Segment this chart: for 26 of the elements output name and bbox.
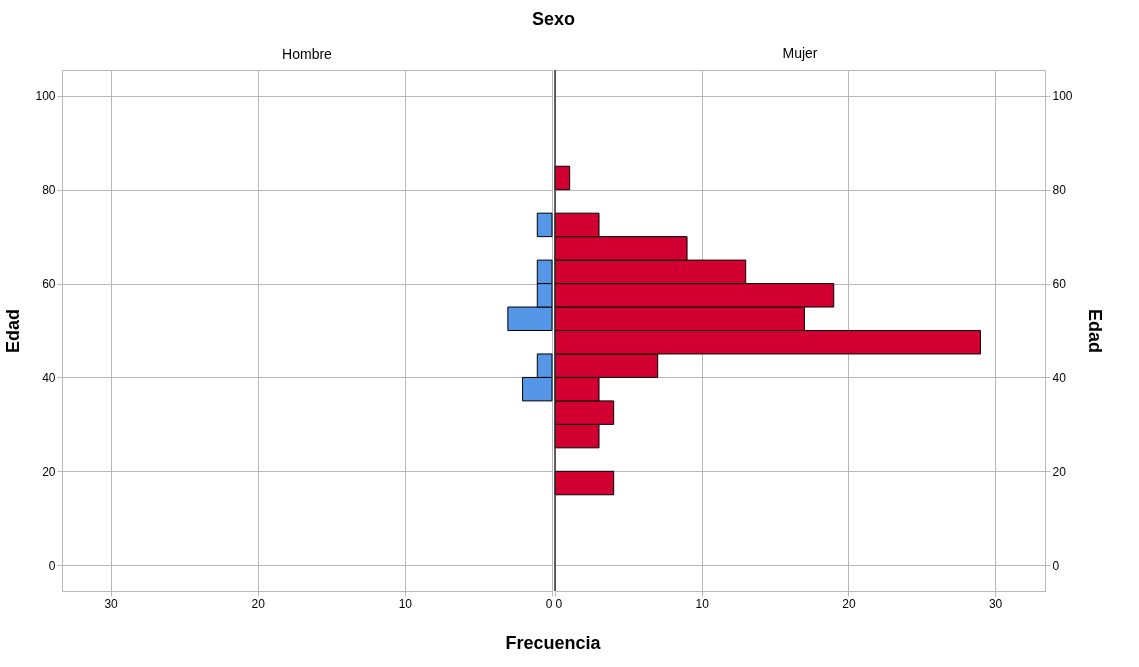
y-tick-label: 0 (1052, 558, 1060, 573)
x-tick-label: 30 (104, 596, 119, 611)
y-tick-label: 20 (1052, 464, 1067, 479)
y-tick-label: 40 (42, 370, 56, 385)
chart-title: Mujer (782, 45, 818, 62)
y-axis-title: Edad (1084, 308, 1105, 354)
y-tick-label: 60 (42, 277, 56, 292)
y-axis-title: Edad (3, 308, 24, 354)
x-tick-label: 10 (695, 596, 710, 611)
y-tick-label: 80 (1052, 183, 1067, 198)
text: Sexo (531, 8, 576, 29)
y-tick-label: 100 (1052, 89, 1073, 104)
x-tick-label: 10 (398, 596, 413, 611)
x-tick-label: 30 (988, 596, 1003, 611)
y-tick-label: 100 (35, 89, 56, 104)
y-tick-label: 40 (1052, 370, 1067, 385)
chart-title: Hombre (282, 46, 333, 62)
y-tick-label: 0 (48, 558, 56, 573)
x-tick-label: 20 (842, 596, 856, 611)
y-tick-label: 60 (1052, 277, 1067, 292)
x-tick-label: 0 (555, 596, 563, 611)
x-axis-title: Frecuencia (505, 633, 602, 653)
x-tick-label: 0 (545, 596, 553, 611)
x-tick-label: 20 (251, 596, 266, 611)
y-tick-label: 20 (42, 464, 56, 479)
y-tick-label: 80 (42, 183, 56, 198)
